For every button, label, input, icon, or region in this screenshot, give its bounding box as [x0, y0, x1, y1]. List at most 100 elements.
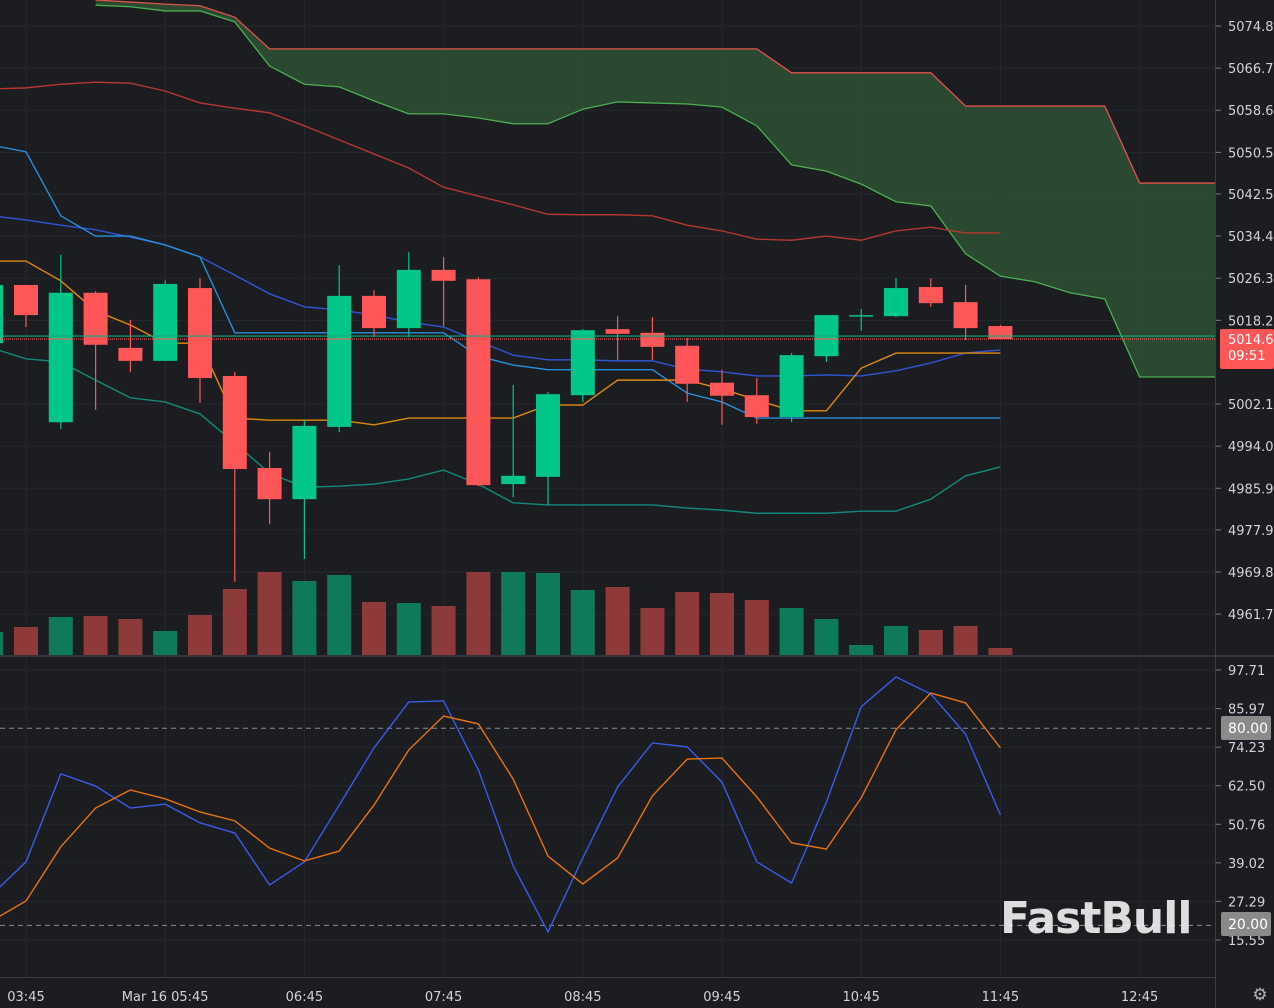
time-axis[interactable]: 03:45 Mar 16 05:45 06:45 07:45 08:45 09:45 10:… [7, 990, 1158, 1005]
price-tick-label: 4969.8 [1228, 566, 1274, 581]
gear-icon[interactable]: ⚙ [1252, 985, 1268, 1004]
price-pane[interactable] [0, 0, 1229, 655]
candle-body [466, 279, 491, 486]
candle [222, 371, 247, 582]
candle-body [570, 330, 595, 396]
stochastic-axis[interactable]: 97.71 85.97 74.23 62.50 50.76 39.02 27.29 15.55 [1216, 664, 1265, 949]
price-tick-label: 4994.0 [1228, 440, 1274, 455]
candle [710, 369, 734, 425]
time-tick-label: 11:45 [982, 990, 1019, 1005]
stoch-tick-label: 62.50 [1228, 780, 1265, 795]
volume-bar [153, 631, 178, 655]
candle [118, 319, 143, 372]
candle-body [257, 468, 282, 500]
volume-bar [605, 587, 630, 655]
candle [675, 338, 700, 402]
candle [605, 316, 630, 360]
stoch-tick-label: 39.02 [1228, 857, 1265, 872]
price-tick-label: 5034.4 [1228, 230, 1274, 245]
candle-body [118, 347, 143, 361]
candle [884, 278, 908, 318]
candle [570, 329, 595, 402]
time-tick-label: 07:45 [425, 990, 462, 1005]
level-80-badge: 80.00 [1221, 716, 1271, 740]
volume-bar [536, 573, 560, 655]
candle-body [710, 382, 734, 396]
current-price-label: 5014.6 09:51 [1220, 329, 1274, 370]
stochastic-pane[interactable] [0, 676, 1215, 934]
band-upper-line [0, 81, 1001, 241]
volume-bar [744, 600, 769, 655]
volume-bar [188, 615, 212, 655]
volume-bar [640, 608, 665, 655]
time-tick-label: 06:45 [286, 990, 323, 1005]
candle-body [884, 288, 908, 317]
candle [744, 378, 769, 424]
candle [362, 290, 386, 337]
stoch-tick-label: 74.23 [1228, 741, 1265, 756]
candle [953, 284, 978, 341]
candle-body [605, 329, 630, 334]
candle-body [501, 475, 526, 485]
volume-bar [466, 572, 491, 655]
volume-bar [396, 603, 421, 655]
volume-bar [814, 619, 839, 655]
price-tick-label: 5050.5 [1228, 146, 1274, 161]
price-tick-label: 5002.1 [1228, 398, 1274, 413]
stoch-k-line [0, 676, 1002, 934]
svg-text:20.00: 20.00 [1228, 917, 1268, 933]
fastbull-logo: FastBull [1000, 893, 1192, 944]
band-lower-line [0, 349, 1001, 514]
candle-body [779, 355, 804, 418]
stoch-tick-label: 85.97 [1228, 703, 1265, 718]
price-tick-label: 4985.9 [1228, 482, 1274, 497]
price-tick-label: 5066.7 [1228, 62, 1274, 77]
price-axis[interactable]: 5074.8 5066.7 5058.6 5050.5 5042.5 5034.4 5026… [1216, 20, 1274, 623]
kijun-line [0, 146, 1001, 419]
candle-body [396, 269, 421, 329]
candle [501, 384, 526, 498]
candle-body [953, 302, 978, 329]
volume-bar [118, 619, 143, 655]
volume-bar [257, 572, 282, 655]
price-tick-label: 4977.9 [1228, 524, 1274, 539]
candle-body [292, 425, 317, 500]
candle-body [0, 284, 4, 344]
candle [83, 291, 108, 410]
candle-body [327, 295, 352, 427]
stoch-d-line [0, 692, 1001, 917]
candle-body [188, 288, 212, 379]
candle [396, 252, 421, 337]
time-tick-label: 12:45 [1121, 990, 1158, 1005]
stoch-tick-label: 27.29 [1228, 895, 1265, 910]
candle-body [640, 332, 665, 347]
volume-bar [988, 648, 1013, 655]
bar-countdown: 09:51 [1228, 349, 1265, 364]
volume-bar [83, 616, 108, 655]
time-tick-label: 10:45 [842, 990, 879, 1005]
stoch-tick-label: 50.76 [1228, 818, 1265, 833]
candle [918, 278, 943, 307]
price-tick-label: 5018.2 [1228, 314, 1274, 329]
candle-body [918, 287, 943, 304]
time-tick-label: 09:45 [703, 990, 740, 1005]
volume-bar [0, 632, 4, 655]
price-tick-label: 5026.3 [1228, 272, 1274, 287]
svg-text:80.00: 80.00 [1228, 721, 1268, 737]
candle [988, 325, 1013, 340]
volume-bar [14, 627, 38, 655]
candle-body [83, 292, 108, 345]
candle [536, 392, 560, 505]
candle [779, 353, 804, 423]
band-mid-line [0, 216, 1001, 377]
volume-bar [779, 608, 804, 655]
candle-body [849, 315, 874, 317]
candle-body [431, 269, 456, 281]
candle-body [362, 295, 386, 329]
candle-body [675, 345, 700, 384]
candle-body [536, 394, 560, 477]
candle-body [48, 292, 73, 423]
candle [327, 265, 352, 433]
volume-bar [849, 645, 874, 655]
